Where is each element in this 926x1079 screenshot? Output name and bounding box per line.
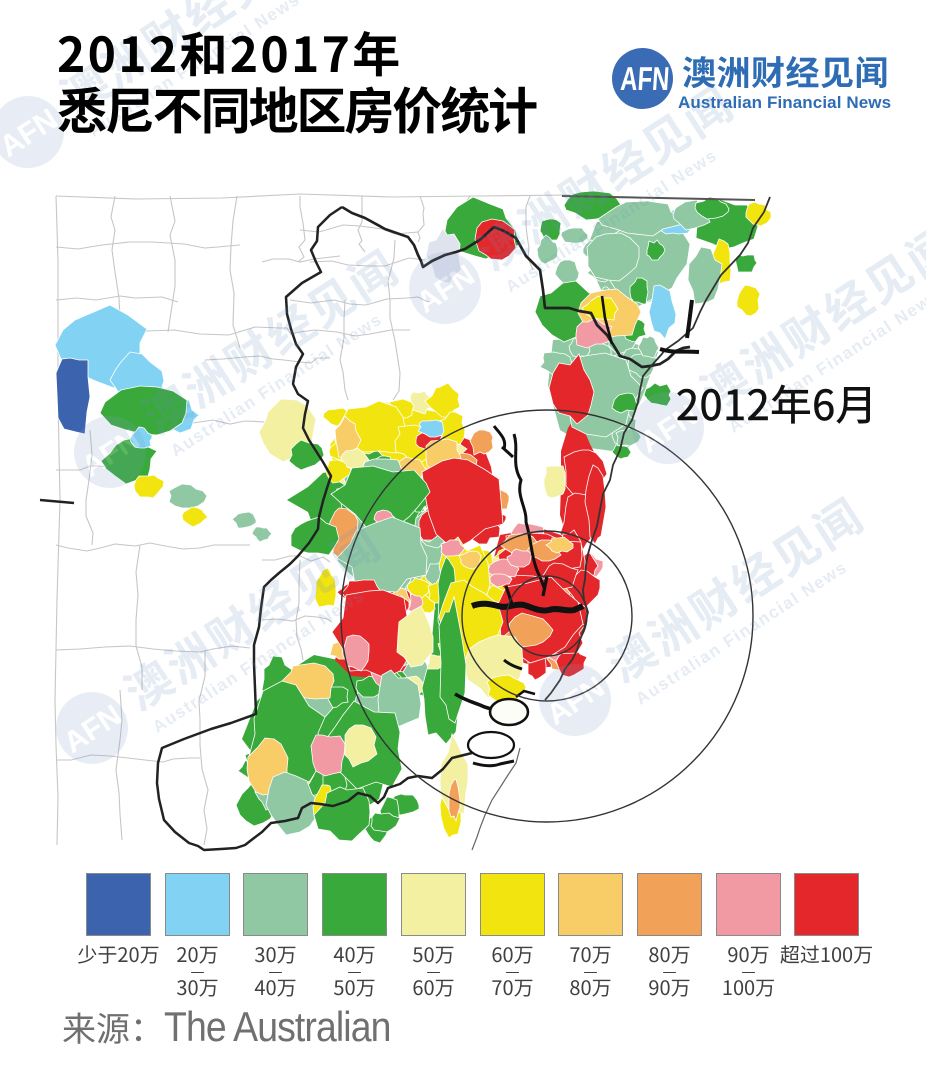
svg-text:澳洲财经见闻: 澳洲财经见闻 [593,480,876,695]
